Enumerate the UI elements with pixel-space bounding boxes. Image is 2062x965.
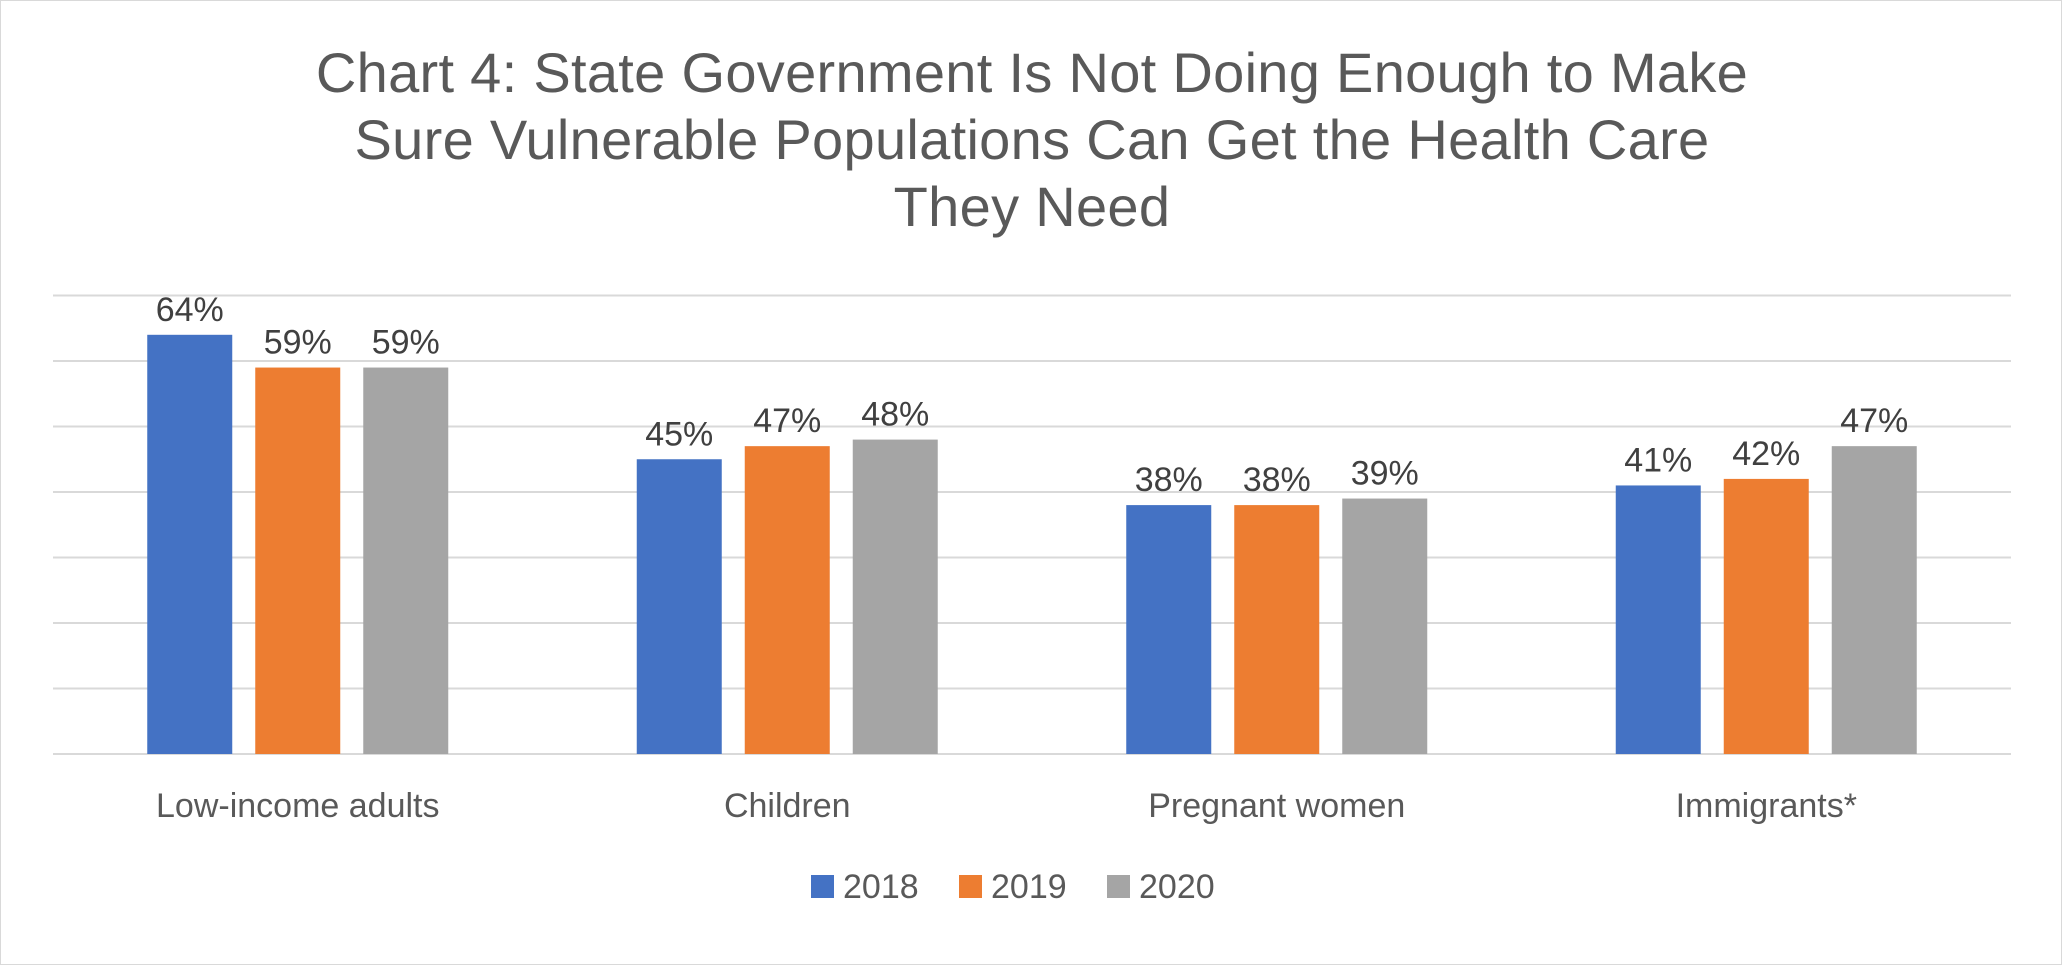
chart-title: Chart 4: State Government Is Not Doing E…: [182, 39, 1882, 240]
bar-2020-0: [363, 367, 449, 754]
data-label-2020-0: 59%: [372, 324, 440, 362]
bar-2020-2: [1342, 498, 1428, 754]
data-label-2018-0: 64%: [156, 291, 224, 329]
legend-swatch-2020: [1107, 875, 1130, 898]
data-label-2020-3: 47%: [1840, 402, 1908, 440]
data-label-2018-3: 41%: [1624, 441, 1692, 479]
legend-swatch-2019: [959, 875, 982, 898]
category-labels: Low-income adults Children Pregnant women I…: [156, 787, 1857, 825]
bar-2019-0: [255, 367, 341, 754]
bar-2018-1: [636, 459, 722, 754]
chart-title-line-1: Chart 4: State Government Is Not Doing E…: [315, 41, 1749, 104]
data-label-2019-0: 59%: [264, 324, 332, 362]
bar-2020-3: [1831, 446, 1917, 754]
chart-title-line-2: Sure Vulnerable Populations Can Get the …: [354, 108, 1710, 171]
data-label-2018-2: 38%: [1135, 461, 1203, 499]
bar-2018-2: [1126, 505, 1212, 754]
data-label-2018-1: 45%: [645, 415, 713, 453]
data-label-2019-1: 47%: [753, 402, 821, 440]
bar-2018-0: [147, 334, 233, 754]
data-label-2020-1: 48%: [861, 396, 929, 434]
category-label-0: Low-income adults: [156, 787, 439, 825]
legend-label-2019: 2019: [991, 868, 1067, 906]
category-label-2: Pregnant women: [1148, 787, 1405, 825]
data-label-2019-2: 38%: [1243, 461, 1311, 499]
bar-2019-3: [1723, 478, 1809, 754]
data-label-2020-2: 39%: [1351, 455, 1419, 493]
chart-title-line-3: They Need: [893, 175, 1171, 238]
data-label-2019-3: 42%: [1732, 435, 1800, 473]
category-label-3: Immigrants*: [1676, 787, 1857, 825]
legend: 2018 2019 2020: [811, 868, 1215, 906]
legend-swatch-2018: [811, 875, 834, 898]
bar-2019-2: [1234, 505, 1320, 754]
legend-label-2018: 2018: [843, 868, 919, 906]
data-labels: 64% 59% 59% 45% 47% 48% 38% 38% 39% 41% 42% 47%: [156, 291, 1909, 499]
bar-2020-1: [852, 439, 938, 754]
category-label-1: Children: [724, 787, 851, 825]
legend-label-2020: 2020: [1139, 868, 1215, 906]
bar-2018-3: [1615, 485, 1701, 754]
bars: [147, 334, 1917, 754]
gridlines: [53, 294, 2011, 755]
bar-2019-1: [744, 446, 830, 754]
